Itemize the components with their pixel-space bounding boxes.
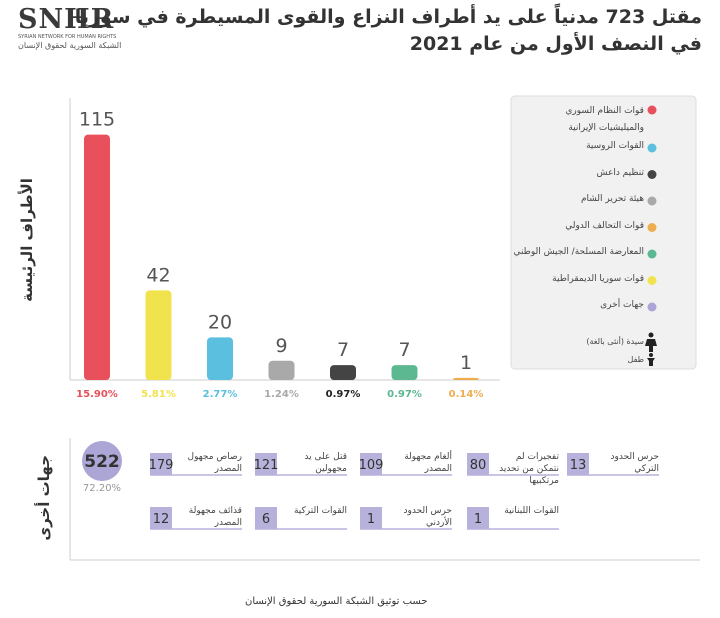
item-label: حرس الحدود التركي — [610, 452, 659, 474]
child-icon — [647, 353, 655, 366]
item-number-box — [360, 507, 382, 529]
icon-legend-label: طفل — [627, 355, 644, 364]
item-value: 1 — [474, 512, 482, 527]
value-label: 7 — [398, 339, 410, 361]
share-label: 2.77% — [203, 389, 238, 400]
legend-box — [510, 95, 697, 370]
woman-icon — [645, 332, 657, 352]
legend-marker — [647, 302, 657, 312]
bar — [84, 134, 110, 380]
share-label: 5.81% — [141, 389, 176, 400]
item-label: ألغام مجهولة المصدر — [404, 452, 452, 474]
item-value: 80 — [470, 458, 487, 473]
legend-label: القوات الروسية — [586, 141, 644, 151]
legend-marker — [647, 276, 657, 285]
bar — [453, 377, 479, 380]
bar — [391, 365, 418, 380]
item-number-box — [150, 507, 172, 529]
icon-legend-label: سيدة (أنثى بالغة) — [586, 337, 644, 346]
item-label: القوات التركية — [293, 506, 347, 516]
item-number-box — [467, 453, 489, 475]
legend-label: جهات أخرى — [600, 300, 644, 310]
legend-label: هيئة تحرير الشام — [580, 194, 644, 204]
legend-label: المعارضة المسلحة/ الجيش الوطني — [513, 247, 644, 257]
others-total-circle — [82, 441, 122, 481]
item-value: 1 — [367, 512, 375, 527]
legend-marker — [647, 170, 657, 179]
item-label: قتل على يد مجهولين — [304, 452, 347, 474]
bar — [145, 290, 172, 380]
item-number-box — [255, 507, 277, 529]
item-value: 12 — [153, 512, 170, 527]
item-value: 109 — [359, 458, 384, 473]
item-value: 13 — [570, 458, 587, 473]
legend-label: قوات النظام السوري والميليشيات الإيرانية — [565, 106, 644, 133]
logo: SNHR — [18, 4, 115, 35]
value-label: 1 — [460, 352, 472, 374]
others-share: 72.20% — [83, 483, 121, 494]
item-label: القوات اللبنانية — [504, 506, 559, 516]
bar — [207, 337, 233, 380]
legend-marker — [647, 196, 657, 206]
title: في النصف الأول من عام 2021 — [409, 33, 702, 55]
others-label: جهات أخرى — [35, 455, 53, 541]
legend-label: قوات التحالف الدولي — [565, 220, 644, 231]
legend-marker — [647, 105, 657, 115]
bar — [330, 365, 356, 380]
y-axis-label: الأطراف الرئيسة — [18, 178, 36, 302]
value-label: 115 — [79, 109, 115, 131]
legend-marker — [647, 249, 657, 259]
value-label: 20 — [208, 311, 232, 333]
others-total: 522 — [84, 452, 120, 472]
logo-en: SYRIAN NETWORK FOR HUMAN RIGHTS — [18, 34, 117, 40]
item-label: تفجيرات لم نتمكن من تحديد مرتكبيها — [499, 452, 559, 486]
item-value: 121 — [254, 458, 279, 473]
item-label: قذائف مجهولة المصدر — [188, 506, 242, 528]
footer: حسب توثيق الشبكة السورية لحقوق الإنسان — [245, 596, 428, 607]
legend-label: تنظيم داعش — [596, 167, 644, 178]
legend-label: قوات سوريا الديمقراطية — [552, 273, 644, 284]
item-number-box — [255, 453, 277, 475]
item-number-box — [360, 453, 382, 475]
share-label: 0.97% — [326, 389, 361, 400]
item-value: 6 — [262, 512, 270, 527]
value-label: 7 — [337, 339, 349, 361]
legend-marker — [647, 223, 657, 232]
bar — [268, 360, 295, 380]
share-label: 0.14% — [449, 389, 484, 400]
title: مقتل 723 مدنياً على يد أطراف النزاع والق… — [74, 6, 702, 28]
share-label: 1.24% — [264, 389, 299, 400]
item-label: رصاص مجهول المصدر — [187, 452, 242, 474]
value-label: 9 — [275, 335, 287, 357]
item-label: حرس الحدود الأردني — [403, 506, 452, 528]
share-label: 0.97% — [387, 389, 422, 400]
item-value: 179 — [149, 458, 174, 473]
item-number-box — [467, 507, 489, 529]
item-number-box — [150, 453, 172, 475]
value-label: 42 — [146, 264, 170, 286]
share-label: 15.90% — [76, 389, 118, 400]
legend-marker — [647, 143, 657, 153]
logo-ar: الشبكة السورية لحقوق الإنسان — [18, 41, 122, 50]
item-number-box — [567, 453, 589, 475]
